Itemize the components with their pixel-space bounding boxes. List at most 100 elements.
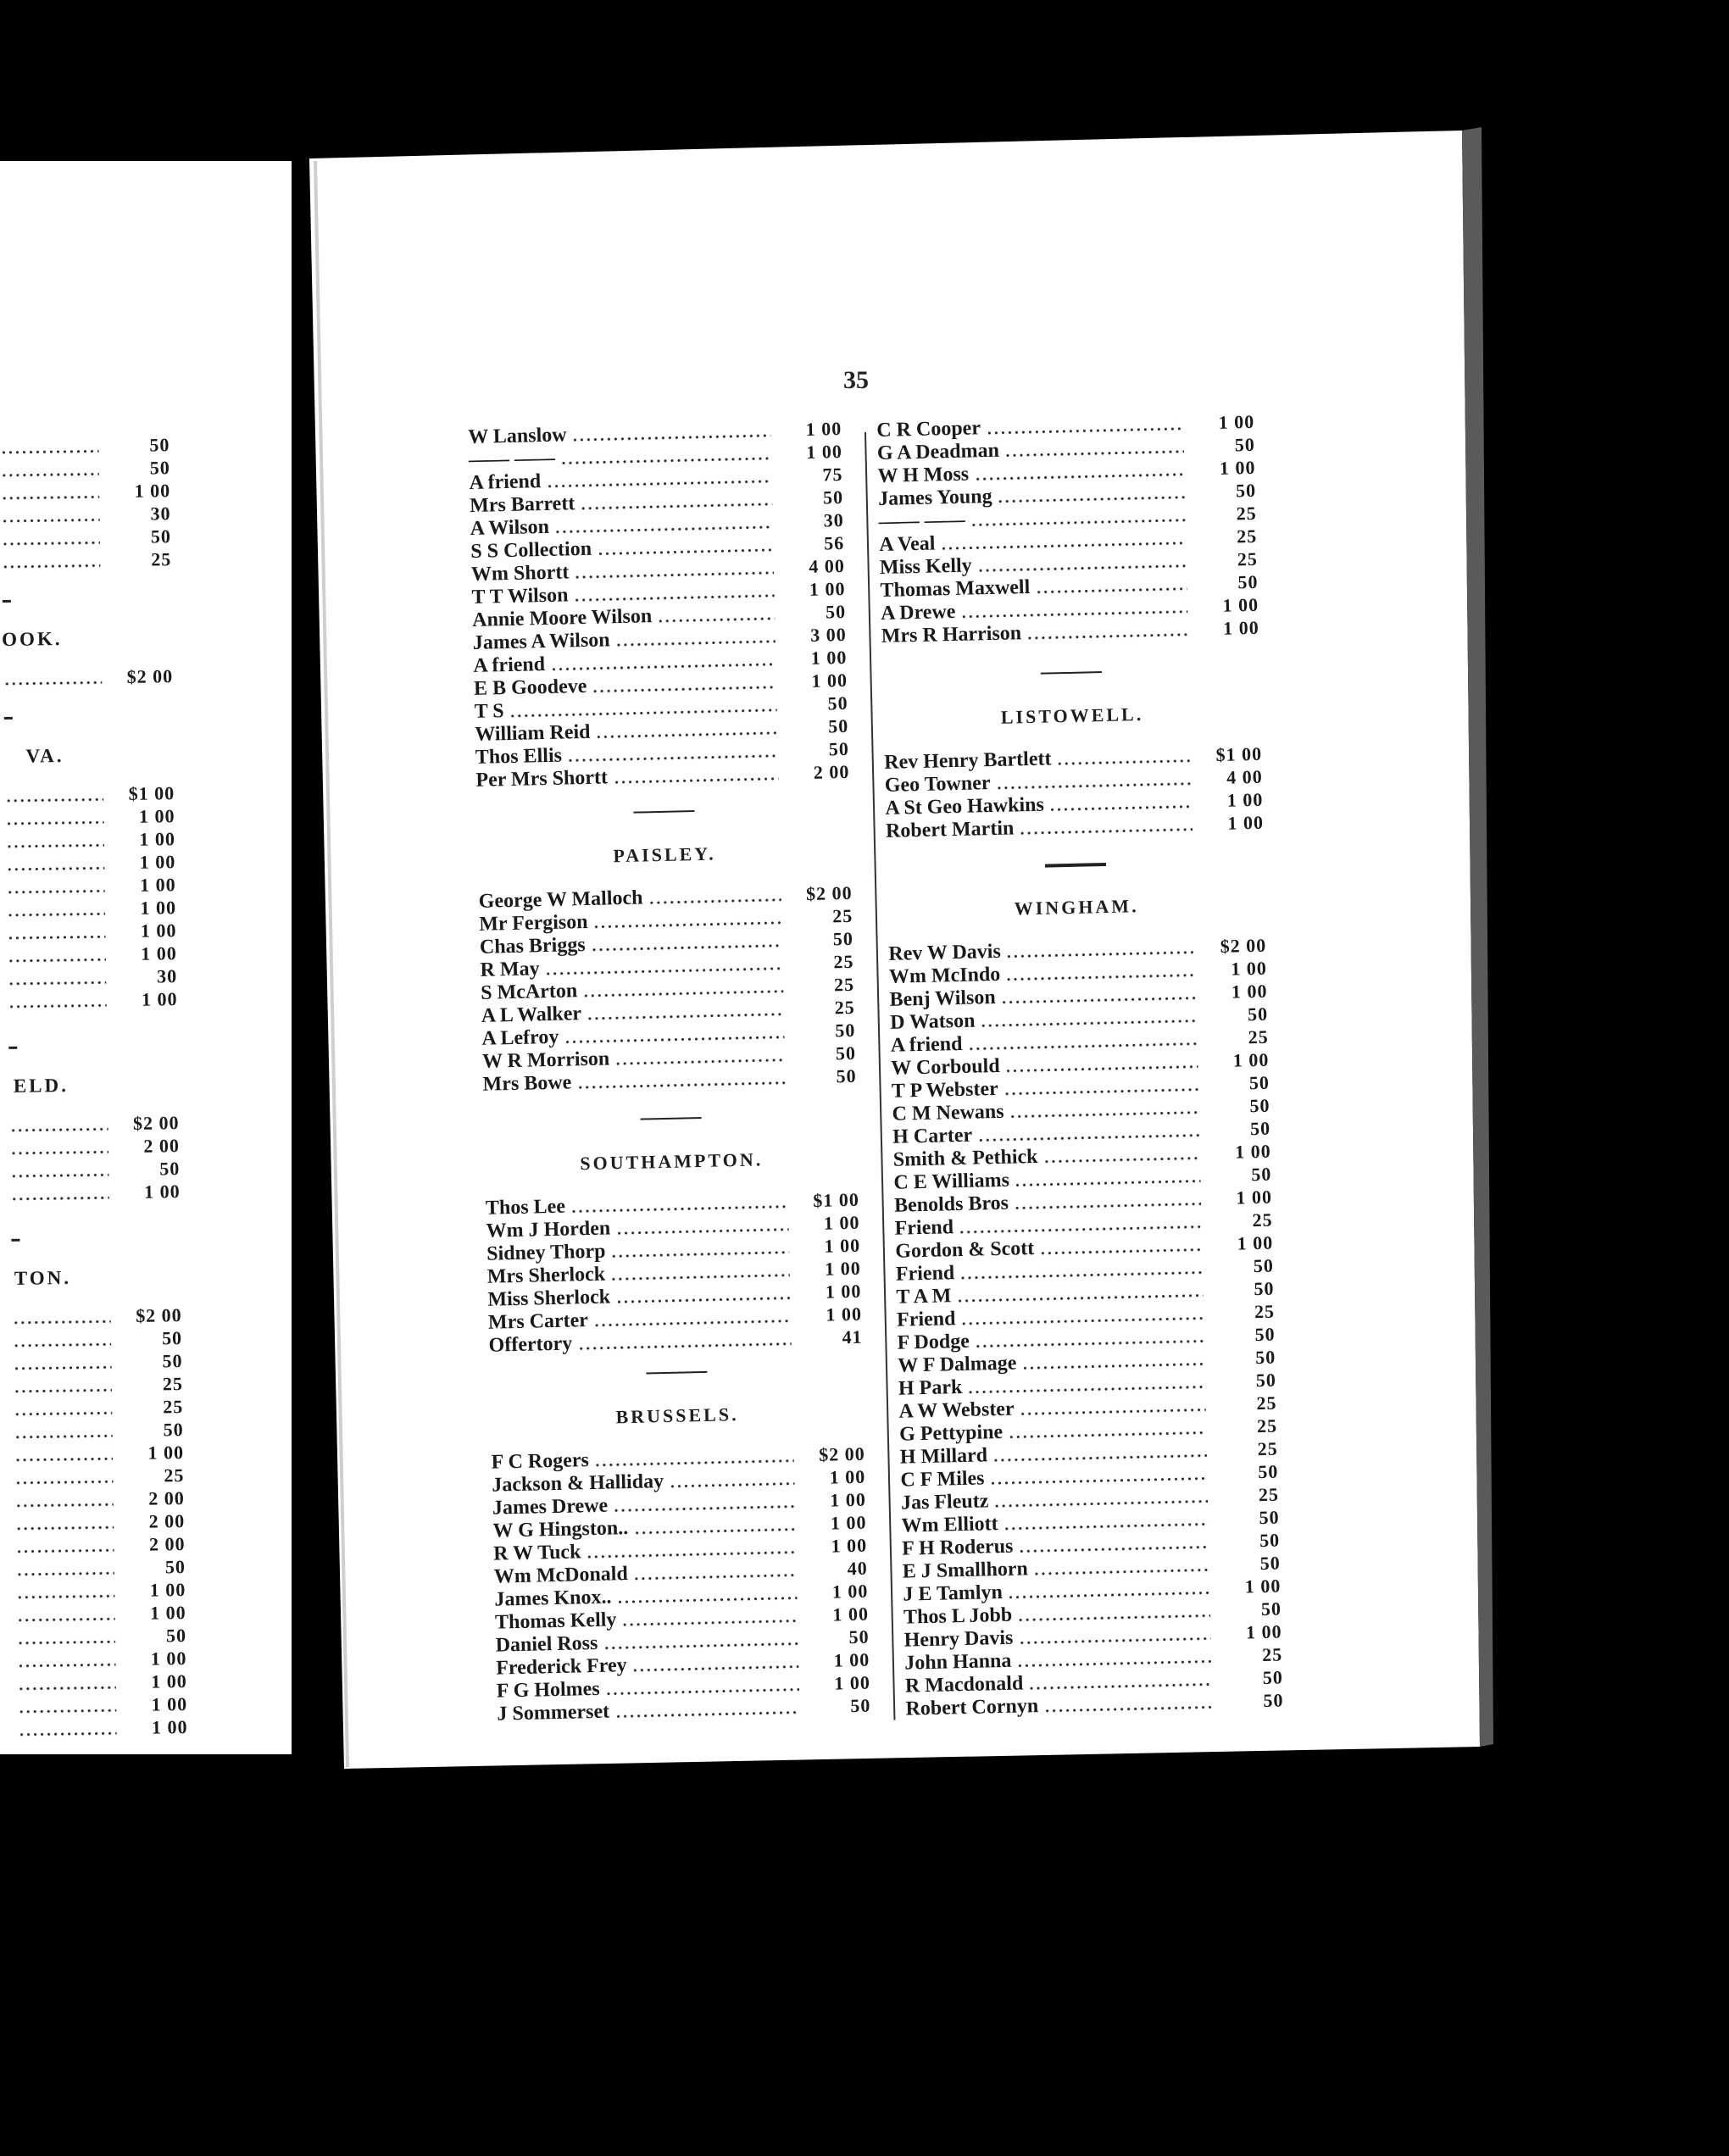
amount: $2 00	[136, 1304, 182, 1326]
subscriber-name: Sidney Thorp	[486, 1240, 606, 1265]
subscriber-name: A W Webster	[898, 1398, 1015, 1423]
amount: 50	[1254, 1323, 1276, 1346]
left-page-section: VA. $1 00 1 00 1 00 1 00 1 00 1 00 1 00 1 00 30 1 …	[3, 716, 178, 1013]
subscriber-name: A Wilson	[470, 515, 550, 540]
amount: 1 00	[139, 851, 176, 873]
subscriber-name: George W Malloch	[478, 886, 643, 913]
amount: 50	[1234, 433, 1256, 456]
amount: 1 00	[824, 1257, 861, 1280]
subscriber-name: A Veal	[879, 532, 936, 556]
list-item: 25	[13, 1372, 183, 1398]
amount: 50	[836, 1064, 857, 1087]
subscriber-name: S McArton	[480, 980, 578, 1004]
dot-leader	[13, 1386, 112, 1395]
left-page-section: TON. $2 00 50 50 25 25 50 1 00 25 2 00 2 00 2 00 50 1…	[11, 1238, 188, 1741]
subscriber-name: J Sommerset	[497, 1700, 610, 1725]
amount: 1 00	[831, 1580, 869, 1603]
dot-leader	[590, 942, 783, 953]
amount: 2 00	[143, 1135, 181, 1157]
dot-leader	[577, 1340, 792, 1352]
dot-leader	[15, 1546, 114, 1555]
subscriber-name: Annie Moore Wilson	[471, 605, 653, 631]
amount: 1 00	[806, 440, 843, 463]
amount: 1 00	[826, 1303, 863, 1325]
page-number: 35	[843, 366, 869, 394]
subscriber-name: C R Cooper	[876, 417, 981, 442]
subscriber-name: W Lanslow	[468, 424, 567, 448]
list-item: 1 00	[5, 804, 175, 830]
amount: 50	[1248, 1071, 1270, 1094]
gutter-fold	[314, 160, 349, 1768]
subscriber-name: W H Moss	[877, 463, 970, 487]
subscriber-name: Thomas Maxwell	[880, 575, 1031, 602]
list-item: 1 00	[18, 1715, 188, 1741]
subscriber-name: —— ——	[878, 508, 966, 533]
subscriber-name: Thos L Jobb	[903, 1603, 1013, 1629]
amount: 2 00	[148, 1487, 185, 1509]
subscriber-name: James Young	[877, 485, 992, 510]
list-item: 1 00	[16, 1578, 186, 1603]
list-item: $1 00	[5, 781, 175, 807]
dot-leader	[632, 1571, 797, 1582]
amount: 75	[822, 463, 843, 486]
amount: 50	[825, 600, 847, 623]
amount: 25	[1256, 1392, 1277, 1414]
amount: 1 00	[1227, 811, 1265, 834]
left-page-partial: 50 50 1 00 30 50 25 OOK. $2 00 VA. $1 00 1 00 1 00 1…	[0, 0, 292, 2156]
dot-leader	[614, 637, 776, 648]
dot-leader	[14, 1477, 114, 1486]
section-rule	[11, 1238, 20, 1242]
subscriber-name: Mrs Sherlock	[486, 1263, 606, 1288]
amount: 1 00	[833, 1648, 870, 1671]
subscriber-name: Robert Cornyn	[905, 1695, 1039, 1720]
amount: 1 00	[810, 646, 848, 669]
section-rule	[2, 599, 11, 603]
dot-leader	[8, 978, 107, 987]
dot-leader	[17, 1660, 116, 1670]
subscriber-name: Frederick Frey	[495, 1654, 627, 1680]
list-item: 2 00	[9, 1134, 181, 1159]
list-item: 50	[0, 433, 170, 458]
list-item: 2 00	[15, 1509, 185, 1535]
subscriber-name: C F Miles	[900, 1467, 985, 1492]
dot-leader	[5, 795, 104, 804]
amount: 1 00	[1222, 593, 1259, 616]
subscription-section: W Lanslow 1 00 —— —— 1 00 A friend 75 Mrs Barr…	[468, 417, 850, 792]
amount: 50	[1259, 1529, 1281, 1552]
amount: 1 00	[141, 988, 178, 1010]
list-item: 50	[0, 456, 170, 481]
dot-leader	[610, 1248, 790, 1259]
amount: 1 00	[1245, 1620, 1282, 1643]
dot-leader	[15, 1569, 114, 1578]
dot-leader	[592, 919, 782, 931]
subscriber-name: R May	[480, 958, 540, 981]
subscriber-name: Wm McDonald	[493, 1563, 629, 1588]
amount: 50	[828, 737, 850, 760]
section-heading: OOK.	[1, 627, 63, 650]
dot-leader	[9, 1125, 108, 1134]
amount: 1 00	[1219, 456, 1256, 479]
amount: 50	[162, 1350, 183, 1372]
dot-leader	[1017, 1611, 1211, 1624]
amount: 1 00	[151, 1670, 187, 1692]
dot-leader	[1, 538, 101, 547]
amount: 1 00	[825, 1280, 862, 1303]
dot-leader	[1004, 1063, 1198, 1075]
list-item: 25	[14, 1464, 185, 1489]
subscriber-name: R W Tuck	[492, 1541, 581, 1565]
amount: 50	[1254, 1346, 1276, 1369]
list-item: 25	[14, 1395, 183, 1420]
amount: 25	[831, 904, 853, 927]
dot-leader	[14, 1409, 113, 1418]
subscriber-name: Thos Ellis	[475, 744, 563, 769]
dot-leader	[1035, 585, 1187, 596]
list-item: $2 00	[12, 1303, 182, 1329]
dot-leader	[10, 1193, 109, 1203]
dot-leader	[997, 493, 1186, 505]
list-item: 1 00	[17, 1647, 187, 1672]
dot-leader	[13, 1340, 112, 1349]
dot-leader	[6, 864, 105, 873]
subscriber-name: John Hanna	[904, 1649, 1012, 1675]
amount: $2 00	[126, 665, 174, 687]
amount: 50	[159, 1158, 181, 1180]
